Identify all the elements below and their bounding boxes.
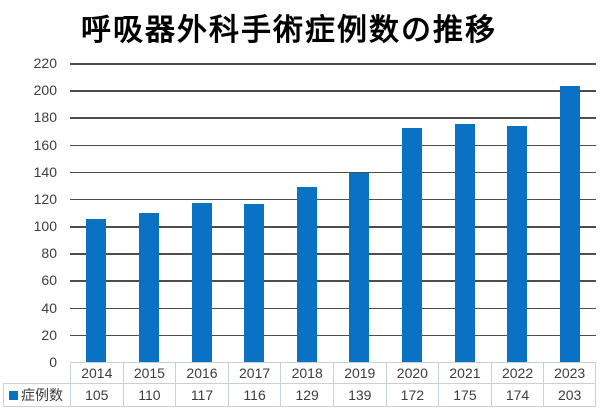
bar-2020 (401, 128, 422, 362)
bar-2017 (244, 204, 265, 362)
gridline-80 (70, 253, 596, 255)
plot-area (70, 63, 596, 362)
bar-2018 (296, 186, 317, 362)
value-cell-2018: 129 (280, 384, 333, 406)
year-cell-2018: 2018 (280, 363, 333, 383)
category-axis-row: 2014 2015 2016 2017 2018 2019 2020 2021 2022 2023 (70, 362, 596, 383)
gridline-180 (70, 117, 596, 119)
gridline-120 (70, 198, 596, 201)
bar-2016 (191, 203, 212, 362)
gridline-40 (70, 307, 596, 310)
year-cell-2021: 2021 (438, 363, 491, 383)
y-tick-label-20: 20 (41, 326, 57, 343)
year-cell-2017: 2017 (227, 363, 281, 383)
value-cell-2023: 203 (543, 384, 596, 406)
value-cell-2017: 116 (227, 384, 281, 406)
gridline-60 (70, 280, 596, 282)
legend-cell: 症例数 (3, 384, 70, 406)
year-cell-2014: 2014 (70, 363, 123, 383)
y-tick-label-40: 40 (41, 299, 57, 316)
y-tick-label-200: 200 (33, 82, 57, 99)
legend-marker-icon (9, 390, 18, 400)
gridline-160 (70, 144, 596, 147)
gridline-100 (70, 226, 596, 228)
value-cell-2016: 117 (175, 384, 228, 406)
chart-title: 呼吸器外科手術症例数の推移 (81, 14, 497, 47)
bar-2019 (349, 173, 370, 362)
value-cell-2022: 174 (490, 384, 544, 406)
value-cell-2014: 105 (70, 384, 123, 406)
value-cell-2015: 110 (122, 384, 176, 406)
gridline-140 (70, 171, 596, 174)
year-cell-2023: 2023 (543, 363, 596, 383)
y-tick-label-140: 140 (33, 163, 57, 180)
bar-2014 (86, 219, 107, 362)
year-cell-2022: 2022 (490, 363, 544, 383)
value-cell-2021: 175 (438, 384, 491, 406)
y-tick-label-100: 100 (33, 218, 57, 235)
legend-label: 症例数 (21, 387, 63, 403)
year-cell-2019: 2019 (332, 363, 386, 383)
data-table-row: 症例数 105 110 117 116 129 139 172 175 174 203 (3, 383, 596, 407)
gridline-220 (70, 63, 596, 65)
value-cell-2019: 139 (332, 384, 386, 406)
y-tick-label-60: 60 (41, 272, 57, 289)
year-cell-2016: 2016 (175, 363, 228, 383)
y-tick-label-0: 0 (49, 354, 57, 370)
y-tick-label-80: 80 (41, 245, 57, 262)
y-tick-label-180: 180 (33, 109, 57, 126)
bar-2022 (507, 125, 528, 362)
year-cell-2015: 2015 (122, 363, 176, 383)
gridline-200 (70, 90, 596, 92)
y-tick-label-120: 120 (33, 190, 57, 207)
gridline-20 (70, 334, 596, 337)
bar-2015 (138, 212, 159, 362)
year-cell-2020: 2020 (385, 363, 439, 383)
bar-2021 (454, 124, 475, 362)
y-tick-label-160: 160 (33, 136, 57, 153)
value-cell-2020: 172 (385, 384, 439, 406)
y-tick-label-220: 220 (33, 55, 57, 71)
bar-2023 (559, 86, 580, 362)
